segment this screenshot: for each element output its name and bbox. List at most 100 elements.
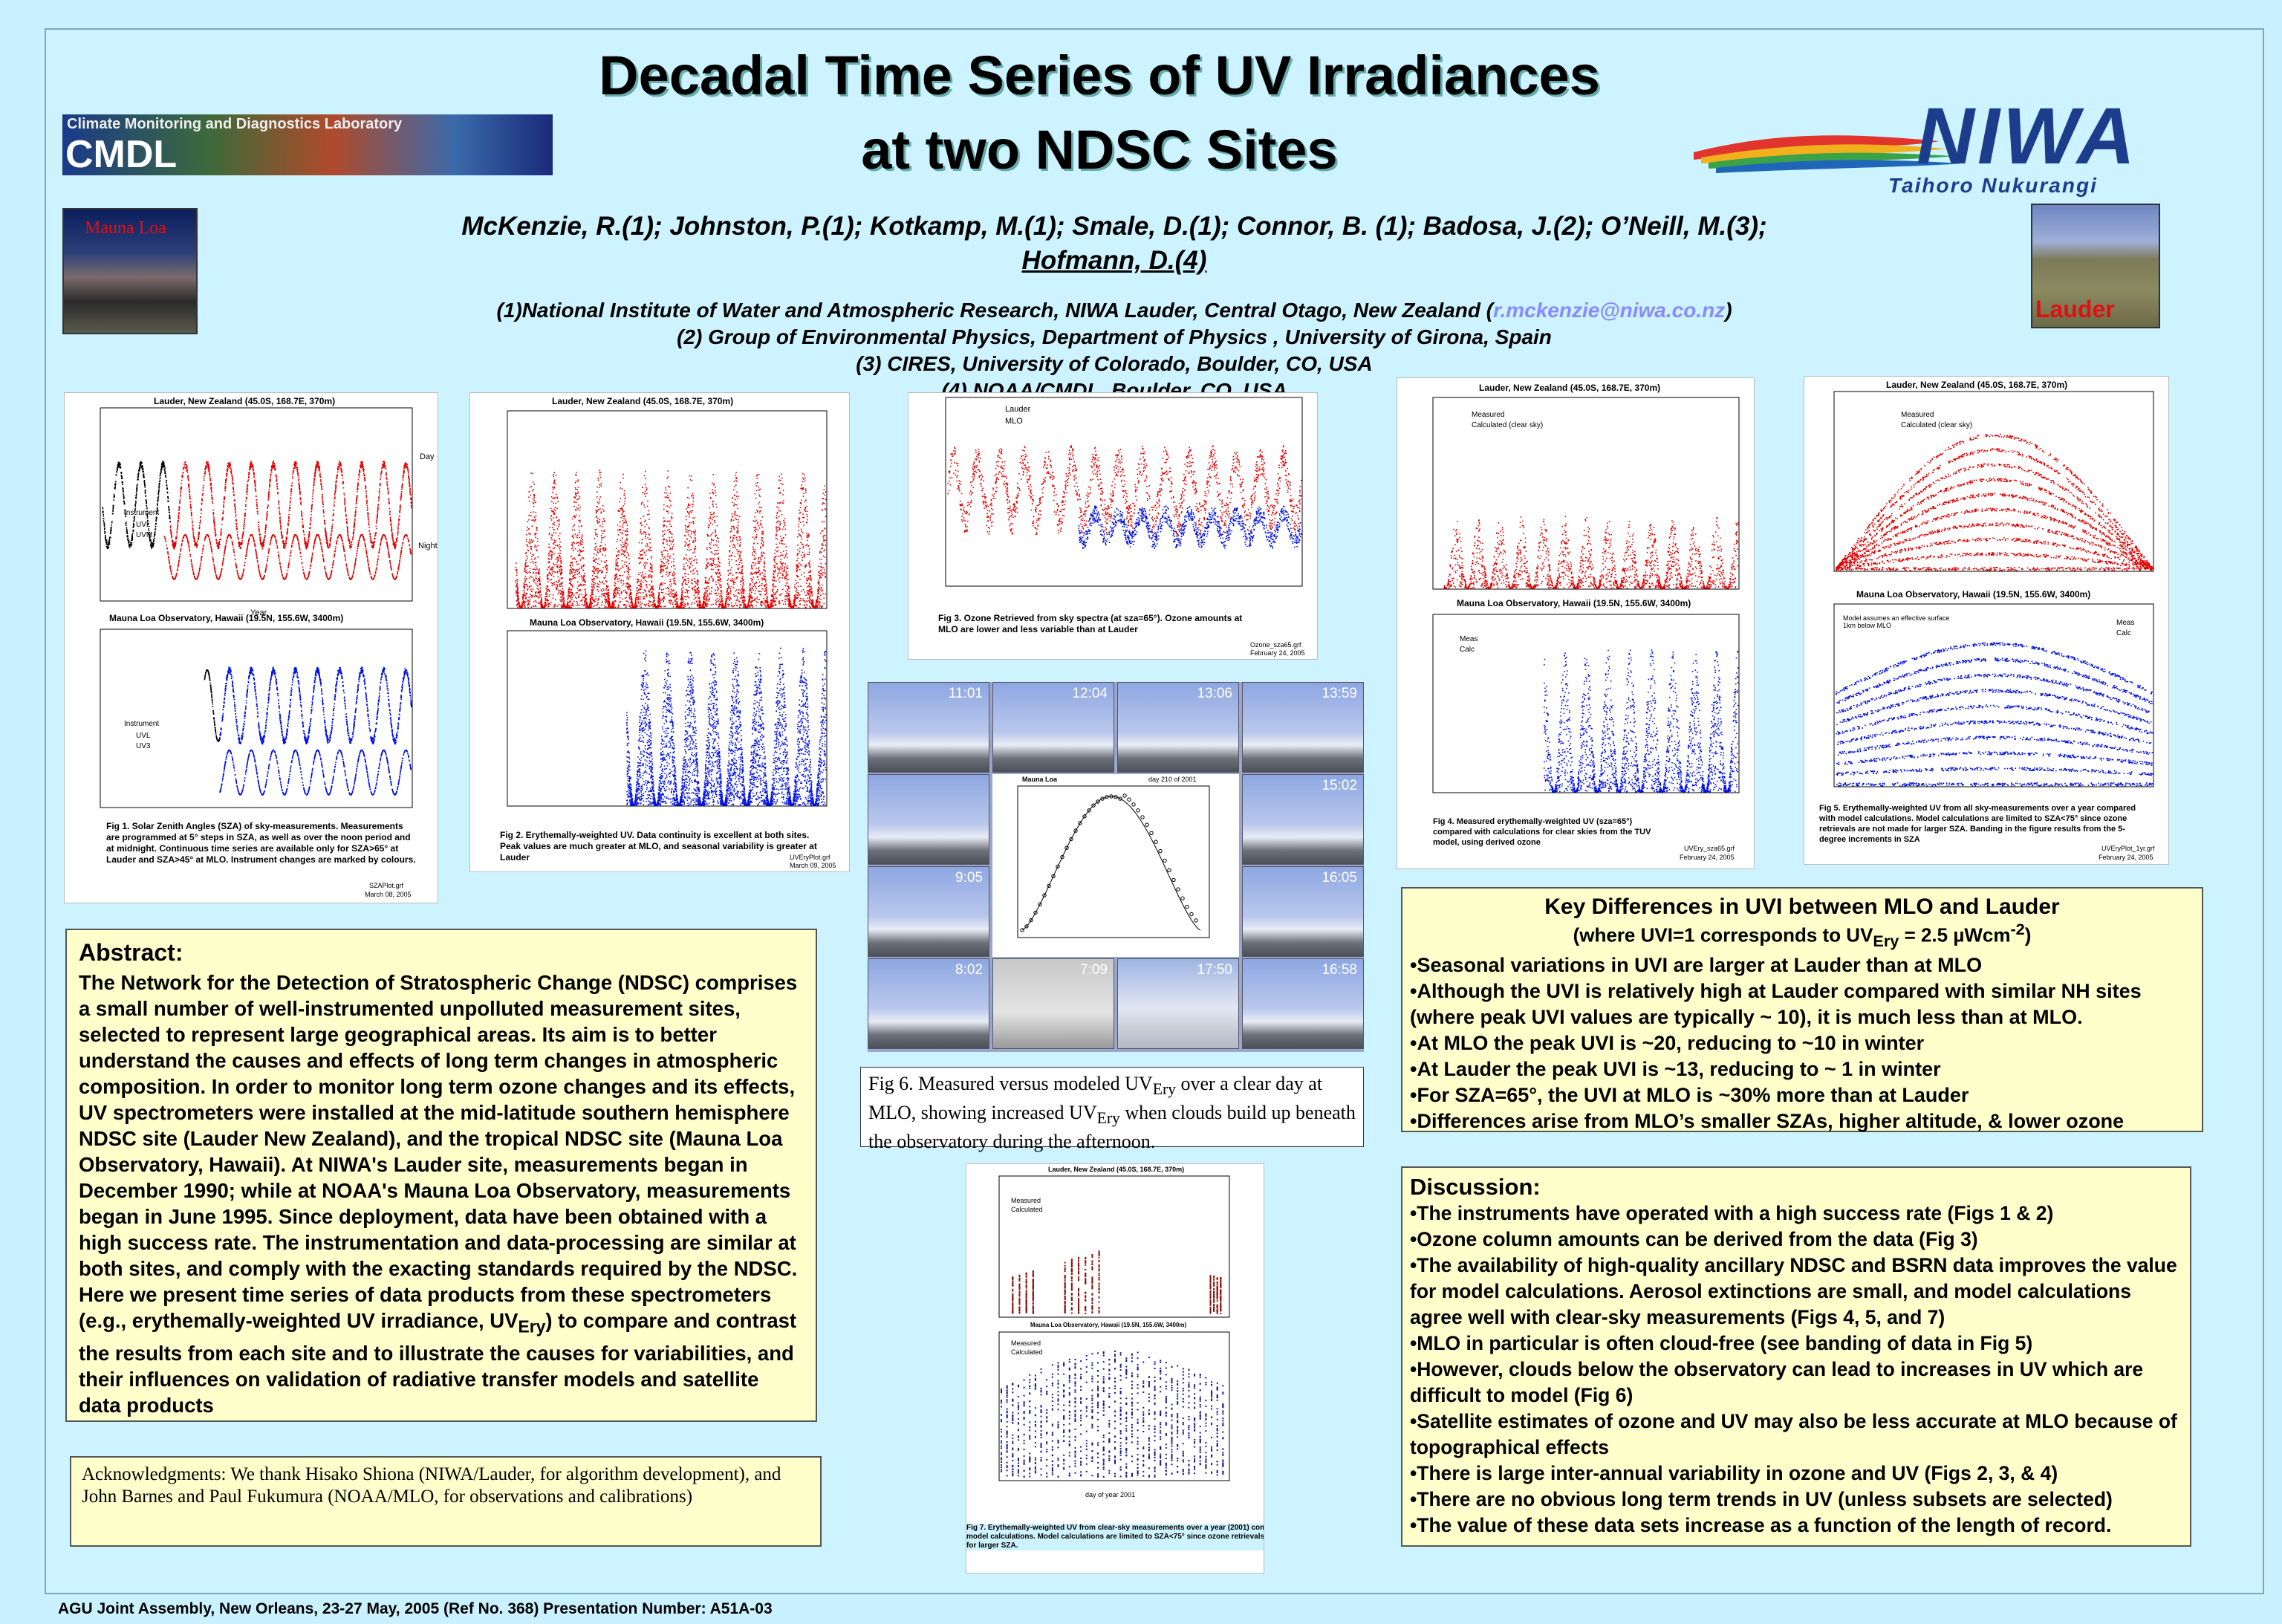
niwa-tagline: Taihoro Nukurangi — [1888, 174, 2098, 198]
mauna-loa-label: Mauna Loa — [85, 218, 166, 238]
list-item: •Although the UVI is relatively high at … — [1410, 978, 2194, 1030]
fig1-legend-uvl: UVL — [136, 521, 150, 529]
fig1-right-bottom: Night — [418, 542, 438, 550]
list-item: •The availability of high-quality ancill… — [1410, 1253, 2182, 1331]
poster-title: Decadal Time Series of UV Irradiances at… — [386, 39, 1813, 187]
affiliation-2: (2) Group of Environmental Physics, Depa… — [342, 324, 1887, 351]
list-item: •Satellite estimates of ozone and UV may… — [1410, 1409, 2182, 1461]
cmdl-subtitle: Climate Monitoring and Diagnostics Labor… — [67, 116, 402, 133]
fig3-legend-mlo: MLO — [1005, 417, 1023, 426]
fig7-xlabel: day of year 2001 — [1085, 1491, 1135, 1498]
fig3-caption: Fig 3. Ozone Retrieved from sky spectra … — [938, 613, 1250, 635]
fig6-plot-title: Mauna Loa — [1022, 776, 1057, 783]
abstract-text: The Network for the Detection of Stratos… — [79, 969, 804, 1418]
affiliation-3: (3) CIRES, University of Colorado, Bould… — [342, 351, 1887, 377]
fig7-plots — [998, 1175, 1230, 1481]
fig1-file: SZAPlot.grf — [369, 882, 403, 889]
discussion-heading: Discussion: — [1410, 1174, 2182, 1201]
fig5-legend-measured: Measured — [1901, 411, 1934, 419]
fig4-top-title: Lauder, New Zealand (45.0S, 168.7E, 370m… — [1479, 383, 1660, 393]
fig3-file: Ozone_sza65.grf — [1250, 641, 1301, 649]
list-item: •MLO in particular is often cloud-free (… — [1410, 1331, 2182, 1357]
title-line-2: at two NDSC Sites — [386, 113, 1813, 187]
list-item: •The value of these data sets increase a… — [1410, 1513, 2182, 1539]
fig1-plots — [100, 407, 413, 808]
fig1-bottom-title: Mauna Loa Observatory, Hawaii (19.5N, 15… — [109, 613, 343, 623]
figure-5: Lauder, New Zealand (45.0S, 168.7E, 370m… — [1804, 376, 2169, 865]
key-differences-heading: Key Differences in UVI between MLO and L… — [1410, 894, 2194, 920]
fig2-top-title: Lauder, New Zealand (45.0S, 168.7E, 370m… — [552, 396, 733, 406]
list-item: •Seasonal variations in UVI are larger a… — [1410, 952, 2194, 978]
fig2-caption: Fig 2. Erythemally-weighted UV. Data con… — [500, 830, 819, 863]
sky-photo: 16:05 — [1242, 866, 1364, 957]
sky-photo: 8:02 — [868, 958, 989, 1049]
fig5-note: Model assumes an effective surface 1km b… — [1843, 614, 1954, 629]
sky-photo — [868, 774, 989, 865]
discussion-list: •The instruments have operated with a hi… — [1410, 1201, 2182, 1539]
fig5-date: February 24, 2005 — [2099, 854, 2153, 861]
sky-photo: 15:02 — [1242, 774, 1364, 865]
sky-photo: 13:59 — [1242, 682, 1364, 773]
fig7-legend-measured: Measured — [1011, 1197, 1041, 1204]
fig4-legend-calculated: Calculated (clear sky) — [1472, 421, 1543, 429]
fig7-legend-calculated: Calculated — [1011, 1206, 1043, 1213]
authors-line-2: Hofmann, D.(4) — [342, 244, 1887, 278]
title-line-1: Decadal Time Series of UV Irradiances — [386, 39, 1813, 113]
fig5-top-title: Lauder, New Zealand (45.0S, 168.7E, 370m… — [1886, 380, 2067, 390]
affiliation-4: (4) NOAA/CMDL, Boulder, CO, USA — [342, 377, 1887, 395]
fig3-date: February 24, 2005 — [1250, 649, 1305, 657]
fig2-date: March 09, 2005 — [790, 862, 836, 869]
fig7-top-title: Lauder, New Zealand (45.0S, 168.7E, 370m… — [1048, 1166, 1184, 1173]
fig1-xlabel: Year — [250, 608, 267, 617]
fig7-legend-measured-2: Measured — [1011, 1339, 1041, 1347]
sky-photo: 11:01 — [868, 682, 989, 773]
fig7-bottom-title: Mauna Loa Observatory, Hawaii (19.5N, 15… — [1030, 1322, 1186, 1328]
niwa-logo: NIWA Taihoro Nukurangi — [1694, 89, 2135, 201]
fig5-bottom-title: Mauna Loa Observatory, Hawaii (19.5N, 15… — [1856, 589, 2090, 600]
fig4-legend-meas: Meas — [1460, 635, 1478, 643]
figure-7: Lauder, New Zealand (45.0S, 168.7E, 370m… — [966, 1163, 1264, 1573]
sky-photo: 16:58 — [1242, 958, 1364, 1049]
list-item: •There are no obvious long term trends i… — [1410, 1487, 2182, 1513]
list-item: •Ozone column amounts can be derived fro… — [1410, 1227, 2182, 1253]
footer: AGU Joint Assembly, New Orleans, 23-27 M… — [58, 1600, 773, 1618]
fig5-legend-calc: Calc — [2116, 629, 2131, 637]
fig4-legend-measured: Measured — [1472, 411, 1504, 419]
abstract-box: Abstract: The Network for the Detection … — [65, 929, 817, 1422]
fig4-file: UVEry_sza65.grf — [1684, 845, 1735, 852]
key-differences-list: •Seasonal variations in UVI are larger a… — [1410, 952, 2194, 1134]
sky-photo: 13:06 — [1117, 682, 1239, 773]
list-item: •The instruments have operated with a hi… — [1410, 1201, 2182, 1227]
sky-photo: 17:50 — [1117, 958, 1239, 1049]
fig1-legend-uv3: UV3 — [136, 742, 150, 750]
list-item: •Differences arise from MLO’s smaller SZ… — [1410, 1108, 2194, 1134]
abstract-heading: Abstract: — [79, 939, 804, 967]
fig4-date: February 24, 2005 — [1680, 854, 1735, 861]
fig2-bottom-title: Mauna Loa Observatory, Hawaii (19.5N, 15… — [530, 617, 764, 628]
key-differences-box: Key Differences in UVI between MLO and L… — [1401, 887, 2203, 1132]
fig3-plot — [945, 397, 1303, 587]
fig4-legend-calc: Calc — [1460, 646, 1475, 654]
authors: McKenzie, R.(1); Johnston, P.(1); Kotkam… — [342, 210, 1887, 278]
sky-photo: 12:04 — [992, 682, 1114, 773]
acknowledgments-box: Acknowledgments: We thank Hisako Shiona … — [70, 1456, 822, 1547]
fig7-legend-calculated-2: Calculated — [1011, 1348, 1043, 1356]
fig5-plots — [1833, 391, 2154, 787]
list-item: •However, clouds below the observatory c… — [1410, 1357, 2182, 1409]
affiliations: (1)National Institute of Water and Atmos… — [342, 297, 1887, 395]
fig5-legend-meas: Meas — [2116, 619, 2134, 627]
fig1-caption: Fig 1. Solar Zenith Angles (SZA) of sky-… — [106, 821, 418, 865]
figure-3: Lauder MLO Fig 3. Ozone Retrieved from s… — [908, 392, 1318, 660]
fig1-date: March 08, 2005 — [365, 891, 412, 898]
affiliation-1: (1)National Institute of Water and Atmos… — [342, 297, 1887, 324]
fig6-plot-day: day 210 of 2001 — [1148, 776, 1197, 783]
fig1-right-top: Day — [420, 452, 435, 461]
niwa-swoosh-icon — [1694, 135, 1961, 173]
email-link[interactable]: r.mckenzie@niwa.co.nz — [1493, 299, 1725, 322]
fig1-legend-title-2: Instrument — [124, 720, 159, 728]
list-item: •At MLO the peak UVI is ~20, reducing to… — [1410, 1030, 2194, 1056]
fig5-file: UVEryPlot_1yr.grf — [2101, 845, 2155, 852]
fig4-plots — [1432, 397, 1740, 793]
figure-1: Lauder, New Zealand (45.0S, 168.7E, 370m… — [64, 392, 438, 903]
fig7-caption: Fig 7. Erythemally-weighted UV from clea… — [966, 1524, 1264, 1550]
